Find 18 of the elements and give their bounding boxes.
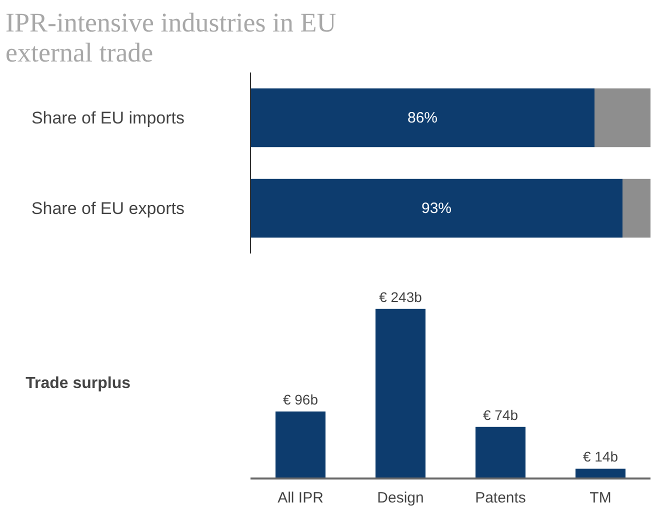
x-tick-label: TM — [590, 490, 612, 506]
data-label: € 74b — [482, 406, 518, 423]
bar — [376, 308, 426, 478]
data-label: 86% — [407, 109, 438, 126]
data-label: € 96b — [282, 391, 318, 408]
y-tick-label: Share of EU imports — [31, 108, 185, 128]
data-label: € 14b — [582, 448, 618, 465]
x-tick-label: Design — [377, 490, 424, 506]
x-tick-label: Patents — [475, 490, 526, 506]
chart-title: IPR-intensive industries in EU external trade — [6, 8, 336, 68]
bar — [276, 411, 326, 478]
y-tick-label: Share of EU exports — [31, 198, 185, 218]
x-tick-label: All IPR — [278, 490, 324, 506]
bar — [576, 468, 626, 478]
data-label: € 243b — [379, 288, 422, 305]
y-axis-title: Trade surplus — [26, 375, 131, 392]
bar — [476, 426, 526, 478]
data-label: 93% — [421, 200, 452, 217]
